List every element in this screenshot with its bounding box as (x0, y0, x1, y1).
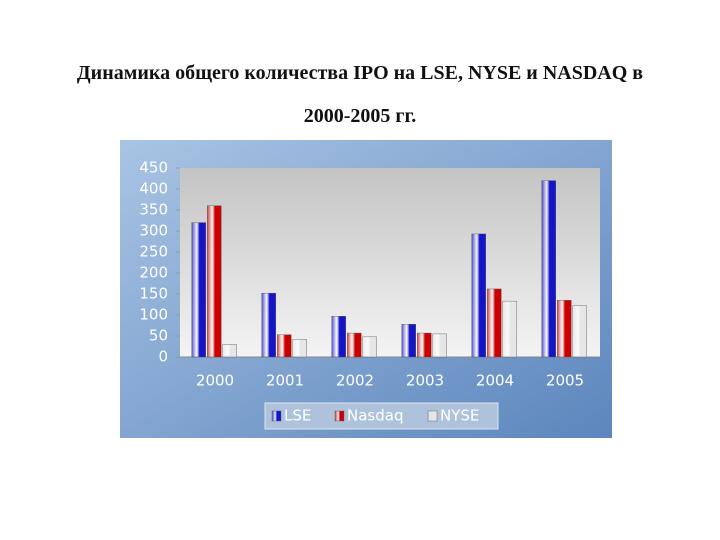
bar (331, 316, 346, 358)
x-tick-label: 2005 (546, 372, 584, 390)
y-tick-label: 100 (139, 306, 168, 324)
x-tick-label: 2003 (406, 372, 444, 390)
y-tick-label: 300 (139, 222, 168, 240)
y-tick-label: 150 (139, 285, 168, 303)
y-tick-label: 400 (139, 180, 168, 198)
legend-swatch (334, 410, 345, 422)
bar (191, 222, 206, 358)
y-tick-label: 350 (139, 201, 168, 219)
bar (401, 324, 416, 358)
plot-area (180, 168, 600, 357)
x-tick-label: 2000 (196, 372, 234, 390)
y-tick-label: 50 (149, 327, 168, 345)
y-tick-label: 200 (139, 264, 168, 282)
bar (277, 334, 292, 358)
legend-label: Nasdaq (347, 407, 403, 425)
legend-label: LSE (284, 407, 311, 425)
bar (362, 336, 377, 358)
legend-swatch (271, 410, 282, 422)
y-tick-label: 0 (158, 348, 168, 366)
bar (541, 180, 556, 358)
legend (264, 402, 499, 430)
legend-label: NYSE (440, 407, 479, 425)
bar (222, 344, 237, 358)
bar (347, 332, 362, 358)
y-tick-label: 250 (139, 243, 168, 261)
y-tick-label: 450 (139, 159, 168, 177)
bar (557, 300, 572, 358)
bar (572, 305, 587, 358)
bar (261, 292, 276, 358)
chart-title: Динамика общего количества IPO на LSE, N… (76, 62, 644, 127)
bar (502, 300, 517, 358)
x-tick-label: 2002 (336, 372, 374, 390)
bar (432, 333, 447, 358)
bar (292, 339, 307, 358)
x-tick-label: 2004 (476, 372, 514, 390)
bar (487, 288, 502, 358)
legend-swatch (427, 410, 438, 422)
bar (471, 233, 486, 358)
bar (207, 205, 222, 358)
x-tick-label: 2001 (266, 372, 304, 390)
bar (417, 332, 432, 358)
